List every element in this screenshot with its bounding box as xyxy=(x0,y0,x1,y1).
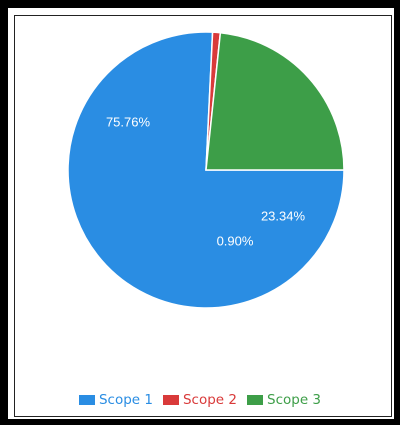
legend-label-scope-3: Scope 3 xyxy=(267,392,322,408)
pie-slice-scope-1[interactable] xyxy=(67,31,345,309)
legend-label-scope-1: Scope 1 xyxy=(98,392,153,408)
legend-label-scope-2: Scope 2 xyxy=(182,392,237,408)
legend-swatch-scope-1 xyxy=(78,395,95,405)
pie-slices xyxy=(67,31,345,309)
legend-swatch-scope-3 xyxy=(247,395,263,405)
legend-item-scope-3[interactable]: Scope 3 xyxy=(247,392,321,408)
legend-swatch-scope-2 xyxy=(162,395,179,405)
legend-item-scope-1[interactable]: Scope 1 xyxy=(78,392,153,408)
slice-label-scope-3: 23.34% xyxy=(261,208,306,223)
pie-slice-scope-3[interactable] xyxy=(205,31,345,171)
slice-labels: 75.76% 0.90% 23.34% xyxy=(106,114,306,248)
legend-item-scope-2[interactable]: Scope 2 xyxy=(162,392,237,408)
slice-label-scope-1: 75.76% xyxy=(106,114,151,129)
chart-legend: Scope 1 Scope 2 Scope 3 xyxy=(0,390,400,410)
slice-label-scope-2: 0.90% xyxy=(217,233,254,248)
